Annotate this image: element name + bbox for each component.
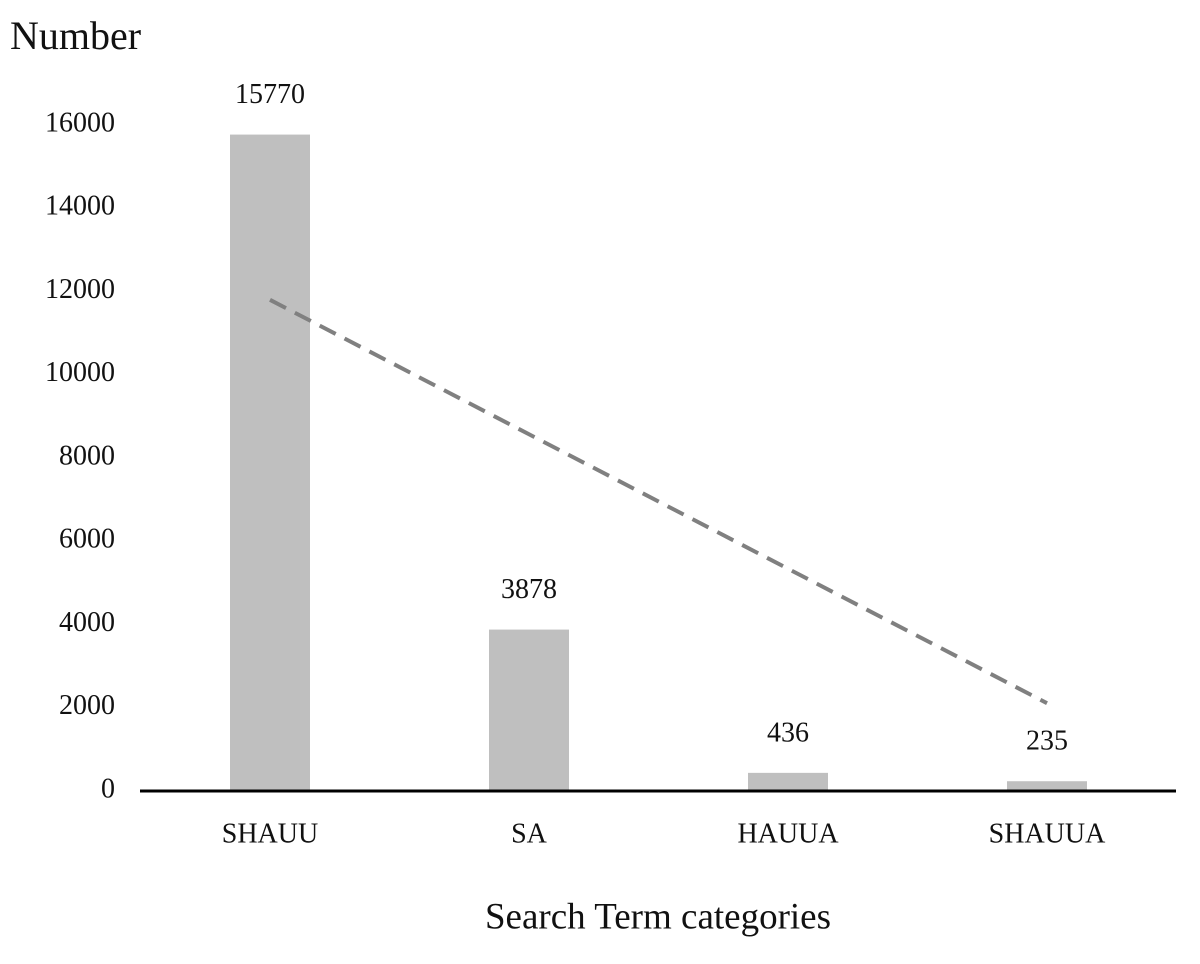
y-tick-label: 2000 [59,690,115,721]
y-tick-label: 14000 [45,191,115,222]
y-tick-label: 8000 [59,440,115,471]
data-label: 235 [1026,726,1068,757]
bar [1007,781,1087,791]
y-tick-label: 12000 [45,274,115,305]
y-axis-title: Number [10,13,141,58]
y-tick-label: 16000 [45,107,115,138]
y-tick-label: 6000 [59,524,115,555]
x-axis-title: Search Term categories [485,896,831,937]
data-label: 3878 [501,574,557,605]
trend-line [269,298,1048,705]
x-tick-label: SHAUUA [989,818,1106,849]
y-tick-label: 10000 [45,357,115,388]
x-tick-label: HAUUA [737,818,839,849]
bar [489,629,569,791]
x-tick-label: SA [511,818,548,849]
y-tick-label: 4000 [59,607,115,638]
data-label: 15770 [235,79,305,110]
bar [230,134,310,792]
y-tick-label: 0 [101,773,115,804]
x-tick-label: SHAUU [222,818,318,849]
bar [748,772,828,791]
data-label: 436 [767,717,809,748]
